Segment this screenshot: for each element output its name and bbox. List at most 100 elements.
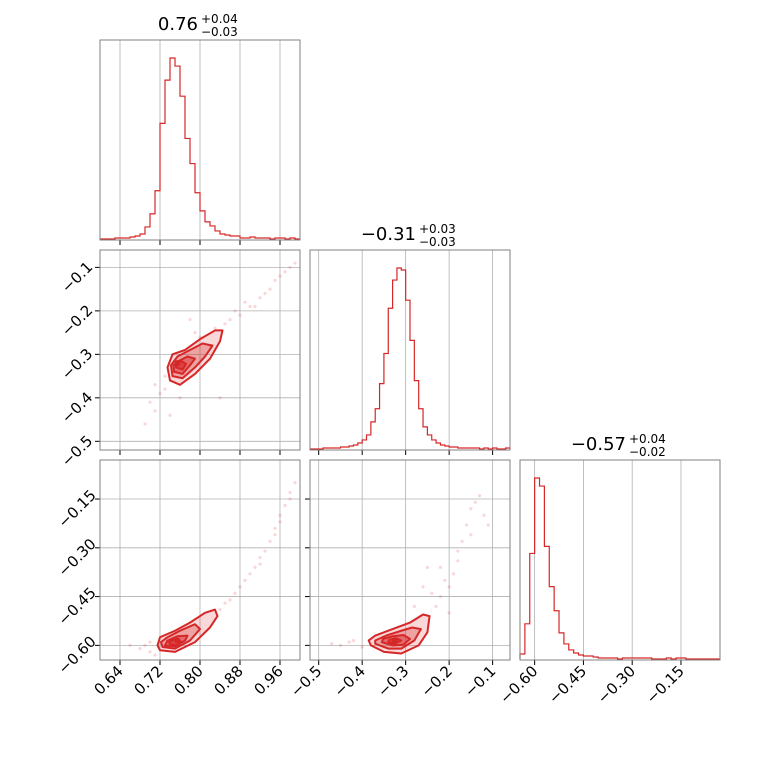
y-tick-label: −0.3 (58, 345, 96, 383)
pair-panel-0-2: 0.64 0.72 0.80 0.88 0.96 −0.60−0.45−0.30−0.15 (55, 459, 301, 698)
sample-point (283, 270, 287, 274)
sample-point (456, 549, 460, 553)
sample-point (243, 578, 247, 582)
y-tick-label: −0.1 (58, 258, 96, 296)
sample-point (438, 565, 443, 569)
y-tick-label: −0.4 (58, 388, 96, 426)
sample-point (193, 331, 197, 335)
sample-point (351, 638, 356, 643)
sample-point (288, 265, 292, 269)
title-value: −0.57 (571, 434, 626, 455)
sample-point (228, 317, 232, 322)
sample-point (278, 513, 282, 517)
y-tick-label: −0.30 (55, 535, 100, 580)
panel-frame (99, 249, 301, 451)
sample-point (248, 304, 252, 309)
sample-point (213, 326, 217, 330)
sample-point (163, 387, 167, 391)
sample-point (425, 565, 429, 569)
sample-point (451, 572, 456, 576)
sample-point (258, 562, 262, 566)
sample-point (188, 317, 192, 322)
sample-point (273, 278, 277, 283)
title-minus: −0.03 (201, 25, 238, 39)
sample-point (473, 500, 477, 504)
sample-point (460, 539, 464, 543)
pair-panel-1-2: −0.5 −0.4 −0.3 −0.2 −0.1 (287, 459, 511, 701)
sample-point (268, 287, 272, 291)
sample-point (482, 513, 486, 517)
sample-point (143, 422, 147, 426)
y-tick-label: −0.60 (55, 633, 100, 678)
sample-point (178, 396, 182, 400)
sample-point (288, 490, 292, 495)
sample-point (283, 503, 287, 508)
sample-point (153, 409, 157, 413)
pair-panel-0-1: −0.5 −0.4 −0.3 −0.2 −0.1 (58, 249, 301, 470)
sample-point (477, 494, 482, 498)
sample-point (434, 604, 438, 608)
sample-point (253, 304, 257, 309)
y-tick-label: −0.5 (58, 432, 96, 470)
sample-point (148, 640, 152, 644)
title-plus: +0.04 (201, 12, 238, 26)
sample-point (238, 585, 242, 589)
sample-point (469, 533, 473, 537)
sample-point (148, 650, 152, 654)
title-plus: +0.03 (419, 222, 456, 236)
hist-panel-0 (99, 39, 301, 245)
sample-point (238, 313, 242, 317)
sample-point (233, 309, 237, 313)
x-tick-label: −0.4 (331, 662, 369, 700)
sample-point (163, 374, 167, 378)
x-tick-label: −0.5 (287, 662, 325, 700)
sample-point (486, 523, 490, 527)
sample-point (228, 598, 232, 602)
sample-point (223, 322, 227, 326)
hist-panel-2: −0.60 −0.45 −0.30 −0.15 (496, 459, 721, 707)
sample-point (412, 604, 416, 608)
title-minus: −0.03 (419, 235, 456, 249)
sample-point (263, 291, 267, 296)
panel-frame (99, 39, 301, 241)
panel-frame (309, 249, 511, 451)
sample-point (338, 643, 343, 647)
title-minus: −0.02 (629, 445, 666, 459)
sample-point (218, 396, 222, 400)
sample-point (456, 559, 460, 563)
histogram-step (519, 477, 720, 660)
x-tick-label: −0.30 (594, 662, 639, 707)
sample-point (288, 497, 292, 501)
sample-point (330, 642, 334, 646)
panel-frame (99, 459, 301, 661)
sample-point (153, 653, 157, 657)
sample-point (148, 400, 152, 404)
sample-point (447, 611, 451, 615)
sample-point (253, 565, 257, 569)
title-value: 0.76 (158, 14, 198, 35)
sample-point (278, 520, 282, 524)
sample-point (243, 300, 247, 304)
histogram-step (310, 267, 511, 450)
x-tick-label: −0.1 (461, 662, 499, 700)
x-tick-label: 0.72 (130, 662, 166, 698)
sample-point (421, 585, 425, 589)
sample-point (168, 413, 172, 417)
x-tick-label: −0.2 (417, 662, 455, 700)
sample-point (233, 591, 237, 595)
sample-point (138, 647, 142, 651)
sample-point (278, 274, 282, 278)
sample-point (464, 523, 469, 527)
x-tick-label: 0.88 (210, 662, 246, 698)
x-tick-label: −0.3 (374, 662, 412, 700)
y-tick-label: −0.2 (58, 301, 96, 339)
x-tick-label: 0.80 (170, 662, 206, 698)
title-plus: +0.04 (629, 432, 666, 446)
sample-point (263, 549, 267, 553)
x-tick-label: 0.96 (250, 662, 286, 698)
panel-frame (309, 459, 511, 661)
sample-point (430, 591, 434, 595)
density-peak (391, 637, 398, 644)
sample-point (248, 572, 252, 576)
